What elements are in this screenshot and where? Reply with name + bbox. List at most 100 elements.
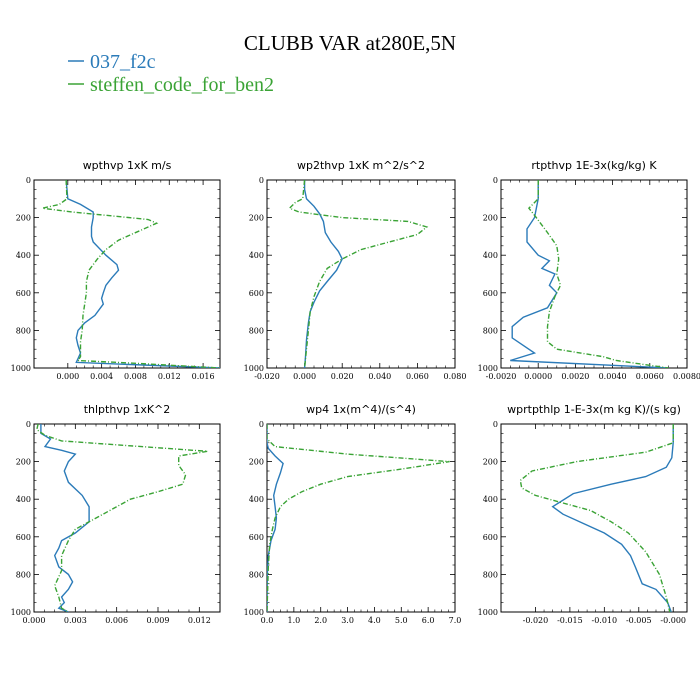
panel-frame — [33, 179, 221, 369]
y-tick-label: 200 — [16, 458, 31, 467]
x-tick-label: 0.080 — [444, 372, 467, 381]
y-tick-label: 800 — [249, 326, 264, 335]
panels-group: wpthvp 1xK m/s 0.000 0.004 0.008 0.012 0.016 0… — [11, 159, 700, 625]
y-tick-label: 0 — [26, 176, 31, 185]
y-tick-label: 800 — [483, 570, 498, 579]
y-tick-label: 600 — [16, 289, 31, 298]
y-tick-label: 400 — [16, 495, 31, 504]
y-tick-label: 200 — [16, 214, 31, 223]
y-tick-label: 1000 — [244, 364, 264, 373]
x-tick-label: 6.0 — [422, 616, 435, 625]
panel-3: rtpthvp 1E-3x(kg/kg) K -0.0020 0.0000 0.002… — [478, 159, 700, 381]
x-tick-label: 0.0040 — [599, 372, 627, 381]
panel-2: wp2thvp 1xK m^2/s^2 -0.020 0.000 0.020 0.040… — [244, 159, 467, 381]
x-tick-label: 0.060 — [406, 372, 429, 381]
x-tick-label: -0.000 — [660, 616, 686, 625]
y-tick-label: 400 — [16, 251, 31, 260]
y-tick-label: 800 — [16, 326, 31, 335]
x-tick-label: 0.000 — [23, 616, 46, 625]
y-tick-label: 600 — [483, 533, 498, 542]
series-line-037-f2c — [40, 424, 90, 612]
x-tick-label: -0.020 — [254, 372, 280, 381]
x-tick-label: 0.020 — [331, 372, 354, 381]
series-line-steffen — [36, 424, 208, 612]
y-tick-label: 0 — [259, 176, 264, 185]
legend-label-037-f2c: 037_f2c — [90, 51, 156, 73]
y-tick-label: 800 — [249, 570, 264, 579]
y-tick-label: 0 — [259, 420, 264, 429]
y-tick-label: 400 — [483, 495, 498, 504]
x-tick-label: 0.009 — [147, 616, 170, 625]
x-tick-label: 4.0 — [368, 616, 381, 625]
panel-title: thlpthvp 1xK^2 — [84, 403, 171, 416]
panel-1: wpthvp 1xK m/s 0.000 0.004 0.008 0.012 0.016 0… — [11, 159, 221, 381]
x-tick-label: -0.020 — [523, 616, 549, 625]
x-tick-label: 0.012 — [188, 616, 211, 625]
y-tick-label: 200 — [483, 458, 498, 467]
panel-title: rtpthvp 1E-3x(kg/kg) K — [531, 159, 657, 172]
x-tick-label: -0.015 — [557, 616, 583, 625]
panel-4: thlpthvp 1xK^2 0.000 0.003 0.006 0.009 0.012 0… — [11, 403, 221, 625]
y-tick-label: 800 — [483, 326, 498, 335]
y-tick-label: 0 — [493, 176, 498, 185]
y-tick-label: 1000 — [478, 364, 498, 373]
x-tick-label: 3.0 — [341, 616, 354, 625]
x-tick-label: 0.040 — [368, 372, 391, 381]
y-tick-label: 200 — [249, 214, 264, 223]
panel-frame — [33, 423, 221, 613]
x-tick-label: 5.0 — [395, 616, 408, 625]
panel-6: wprtpthlp 1-E-3x(m kg K)/(s kg) -0.020 -0.… — [478, 403, 688, 625]
x-tick-label: 0.000 — [293, 372, 316, 381]
series-line-steffen — [42, 180, 220, 368]
y-tick-label: 600 — [483, 289, 498, 298]
x-tick-label: -0.005 — [626, 616, 652, 625]
x-tick-label: 0.008 — [124, 372, 147, 381]
x-tick-label: 0.0080 — [673, 372, 700, 381]
panel-frame — [266, 179, 456, 369]
x-tick-label: 0.004 — [90, 372, 113, 381]
panel-title: wp2thvp 1xK m^2/s^2 — [297, 159, 425, 172]
y-tick-label: 200 — [483, 214, 498, 223]
figure-title: CLUBB VAR at280E,5N — [244, 31, 456, 55]
series-line-steffen — [288, 180, 429, 368]
series-line-steffen — [519, 424, 674, 612]
y-tick-label: 0 — [493, 420, 498, 429]
series-line-steffen — [267, 424, 450, 612]
panel-frame — [266, 423, 456, 613]
x-tick-label: 0.0020 — [561, 372, 589, 381]
x-tick-label: 0.006 — [105, 616, 128, 625]
x-tick-label: -0.0020 — [486, 372, 517, 381]
y-tick-label: 1000 — [11, 364, 31, 373]
y-tick-label: 400 — [249, 495, 264, 504]
y-tick-label: 400 — [249, 251, 264, 260]
panel-title: wp4 1x(m^4)/(s^4) — [306, 403, 416, 416]
x-tick-label: 2.0 — [314, 616, 327, 625]
x-tick-label: 0.0000 — [524, 372, 552, 381]
series-line-037-f2c — [551, 424, 674, 612]
series-line-steffen — [527, 180, 669, 368]
y-tick-label: 1000 — [11, 608, 31, 617]
y-tick-label: 0 — [26, 420, 31, 429]
y-tick-label: 600 — [249, 533, 264, 542]
series-line-037-f2c — [303, 180, 343, 368]
x-tick-label: 0.0060 — [636, 372, 664, 381]
x-tick-label: -0.010 — [592, 616, 618, 625]
panel-title: wpthvp 1xK m/s — [83, 159, 172, 172]
x-tick-label: 7.0 — [449, 616, 462, 625]
x-tick-label: 0.016 — [192, 372, 215, 381]
legend-label-steffen: steffen_code_for_ben2 — [90, 74, 274, 96]
y-tick-label: 1000 — [478, 608, 498, 617]
legend: 037_f2c steffen_code_for_ben2 — [68, 51, 274, 96]
x-tick-label: 0.012 — [158, 372, 181, 381]
series-line-037-f2c — [65, 180, 220, 368]
x-tick-label: 0.000 — [56, 372, 79, 381]
y-tick-label: 800 — [16, 570, 31, 579]
panel-frame — [500, 423, 688, 613]
y-tick-label: 600 — [16, 533, 31, 542]
y-tick-label: 600 — [249, 289, 264, 298]
panel-5: wp4 1x(m^4)/(s^4) 0.0 1.0 2.0 3.0 4.0 5.0 6.0 7.… — [244, 403, 462, 625]
y-tick-label: 200 — [249, 458, 264, 467]
y-tick-label: 400 — [483, 251, 498, 260]
x-tick-label: 0.003 — [64, 616, 87, 625]
